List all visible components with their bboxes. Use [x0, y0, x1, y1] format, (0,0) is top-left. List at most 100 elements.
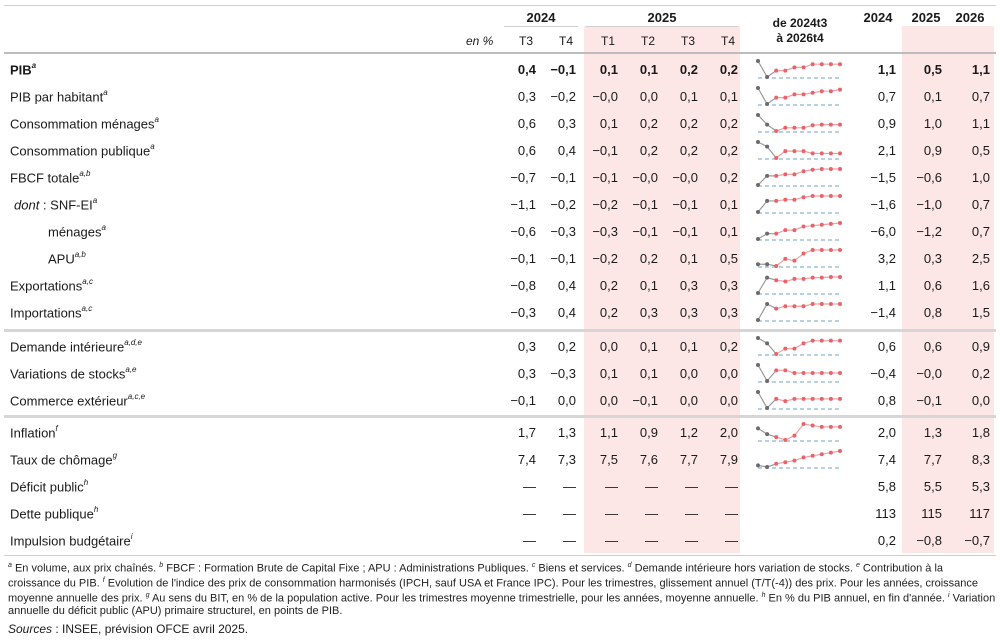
sparkline-forecast-point: [838, 151, 842, 156]
sparkline-forecast-point: [792, 197, 797, 202]
quarter-value-cell: 0,9: [639, 425, 658, 440]
header-annual-2026: 2026: [955, 10, 985, 25]
footnote-ref: a,e: [125, 365, 137, 374]
sparkline-forecast-point: [838, 62, 842, 67]
row-label: Importationsa,c: [10, 304, 92, 320]
sparkline: [756, 390, 842, 410]
top-rule: [4, 5, 996, 6]
quarter-value-cell: 0,1: [679, 339, 698, 354]
sparkline-history-point: [756, 363, 760, 367]
sparkline-forecast-point: [792, 371, 797, 375]
annual-value-cell: 0,3: [923, 251, 942, 266]
quarter-value-cell: −0,1: [672, 224, 698, 239]
quarter-value-cell: −0,1: [550, 251, 576, 266]
quarter-value-cell: 0,3: [639, 305, 658, 320]
quarter-value-cell: 0,0: [679, 393, 698, 408]
sparkline-forecast-point: [819, 122, 824, 127]
footnote-ref: i: [130, 532, 133, 541]
sparkline-history-point: [765, 432, 770, 437]
year-2025-underline: [586, 26, 738, 27]
sparkline-forecast-point: [810, 151, 815, 156]
quarter-value-cell: 7,6: [639, 452, 658, 467]
sparkline: [756, 113, 842, 133]
annual-value-cell: 5,3: [971, 479, 990, 494]
quarter-value-cell: 0,1: [679, 89, 698, 104]
quarter-value-cell: —: [523, 479, 536, 494]
sparkline-forecast-point: [838, 371, 842, 375]
quarter-value-cell: −1,1: [510, 197, 536, 212]
sparkline-forecast-point: [792, 149, 797, 154]
sparkline-forecast-point: [828, 151, 833, 156]
quarter-value-cell: —: [725, 506, 738, 521]
row-label: Consommation publiquea: [10, 142, 155, 158]
annual-value-cell: 0,8: [877, 393, 896, 408]
footnote-marker: h: [761, 591, 766, 599]
row-label-text: Déficit public: [10, 479, 84, 495]
sparkline-forecast-point: [828, 89, 833, 94]
quarter-value-cell: 0,0: [679, 366, 698, 381]
row-label: PIBa: [10, 61, 37, 77]
annual-value-cell: 1,0: [923, 116, 942, 131]
row-label-text: Taux de chômage: [10, 452, 113, 468]
sparkline-history-point: [765, 102, 770, 106]
quarter-value-cell: −0,0: [632, 170, 658, 185]
annual-value-cell: 0,5: [923, 62, 942, 77]
forecast-band-quarters: [584, 26, 740, 553]
annual-value-cell: 0,7: [971, 224, 990, 239]
header-q-2024-t4: T4: [558, 34, 573, 48]
sparkline-forecast-point: [774, 368, 779, 373]
row-label-text: Demande intérieure: [10, 339, 125, 355]
forecast-band-annual: [902, 26, 994, 553]
sparkline-forecast-point: [810, 167, 815, 172]
footnote-marker: f: [102, 576, 105, 584]
header-q-2024-t3: T3: [518, 34, 533, 48]
header-q-2025-t4: T4: [720, 34, 735, 48]
sparkline-forecast-point: [801, 276, 806, 281]
sparkline-forecast-point: [828, 396, 833, 401]
footnote-ref: h: [83, 478, 89, 487]
quarter-value-cell: —: [725, 533, 738, 548]
quarter-value-cell: 0,4: [557, 305, 576, 320]
sparkline-forecast-point: [792, 65, 797, 70]
header-spark-line2: à 2026t4: [776, 31, 824, 45]
annual-value-cell: −0,7: [964, 533, 990, 548]
sparkline-forecast-point: [792, 346, 797, 351]
sparkline-forecast-point: [774, 231, 779, 236]
sources-line: Sources : INSEE, prévision OFCE avril 20…: [8, 622, 248, 636]
sparkline-history-point: [756, 183, 760, 187]
quarter-value-cell: —: [685, 506, 698, 521]
sparkline-forecast-point: [774, 278, 779, 283]
row-label-text: SNF-EI: [50, 197, 93, 213]
quarter-value-cell: 1,3: [557, 425, 576, 440]
sparkline-forecast-point: [828, 275, 833, 279]
quarter-value-cell: 0,3: [719, 305, 738, 320]
sparkline-forecast-point: [801, 304, 806, 309]
row-label-text: Dette publique: [10, 506, 94, 522]
header-year-2024: 2024: [526, 10, 556, 25]
sparkline-forecast-point: [810, 302, 815, 306]
footnote-ref: a: [31, 61, 37, 70]
sparkline: [756, 221, 842, 241]
sparkline-forecast-point: [828, 122, 833, 127]
sparkline-history-point: [765, 379, 770, 383]
quarter-value-cell: −0,2: [550, 197, 576, 212]
quarter-value-cell: —: [685, 479, 698, 494]
sparkline-forecast-point: [792, 396, 797, 401]
quarter-value-cell: 0,1: [679, 251, 698, 266]
row-label: dont : SNF-EIa: [14, 196, 97, 213]
quarter-value-cell: 7,7: [679, 452, 698, 467]
quarter-value-cell: 0,1: [639, 366, 658, 381]
sparkline-forecast-point: [801, 195, 806, 200]
sparkline-forecast-point: [792, 125, 797, 130]
sparkline-forecast-point: [810, 62, 815, 67]
year-2024-underline: [504, 26, 578, 27]
sparkline-forecast-point: [774, 68, 779, 73]
row-label-text: Exportations: [10, 278, 83, 294]
quarter-value-cell: —: [563, 506, 576, 521]
annual-value-cell: −1,0: [916, 197, 942, 212]
header-q-2025-t1: T1: [600, 34, 615, 48]
annual-value-cell: 0,8: [923, 305, 942, 320]
sparkline: [756, 302, 842, 322]
sparkline-history-point: [756, 336, 760, 340]
row-label: Dette publiqueh: [10, 505, 98, 522]
